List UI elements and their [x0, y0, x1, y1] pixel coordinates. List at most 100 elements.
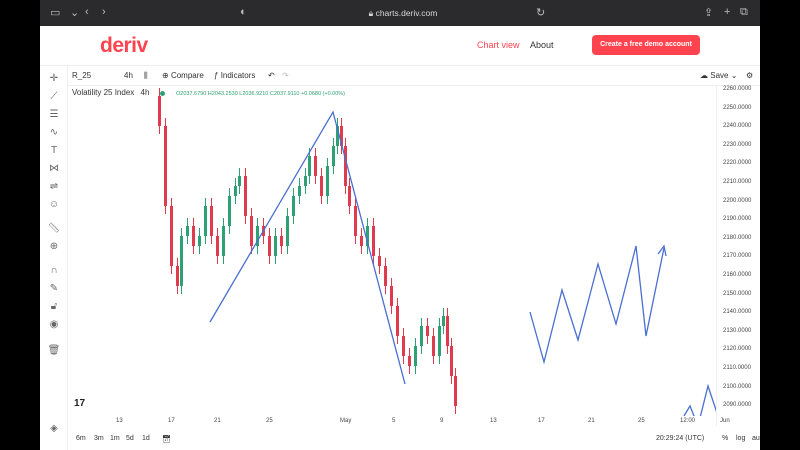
channel-icon[interactable]: ☰: [49, 109, 59, 120]
lock-icon: 🔒︎: [368, 8, 374, 18]
compare-button[interactable]: ⊕ Compare: [162, 71, 204, 80]
candle-body: [442, 316, 445, 326]
price-chart[interactable]: [68, 86, 760, 416]
share-icon[interactable]: ⇪: [704, 7, 714, 19]
emoji-icon[interactable]: ☺: [48, 199, 60, 210]
candle-body: [420, 326, 423, 346]
range-3m[interactable]: 3m: [94, 435, 104, 442]
tradingview-logo[interactable]: 17: [74, 398, 86, 409]
candle-body: [450, 346, 453, 376]
price-tick-label: 2220.0000: [723, 160, 752, 167]
candle-body: [268, 236, 271, 256]
drawing-toolbar: ✛ ⟋ ☰ ∿ T ⋈ ⇌ ☺ 📏︎ ⊕ ∩ ✎ 🔓︎ ◉ 🗑︎ ◈: [40, 66, 68, 450]
nav-chart-view[interactable]: Chart view: [477, 40, 520, 50]
line-icon[interactable]: ⟋: [50, 91, 58, 102]
lock-draw-icon[interactable]: ✎: [49, 283, 59, 294]
reload-icon[interactable]: ↻: [536, 7, 546, 19]
crosshair-icon[interactable]: ✛: [49, 73, 59, 84]
privacy-icon[interactable]: ◐: [240, 6, 247, 18]
price-tick-label: 2110.0000: [723, 365, 751, 371]
candle-body: [228, 196, 231, 226]
candle-body: [292, 196, 295, 216]
save-button[interactable]: ☁ Save ⌄: [700, 71, 738, 80]
price-tick-label: 2130.0000: [723, 327, 752, 334]
time-tick-label: May: [340, 418, 352, 424]
eye-icon[interactable]: ◉: [49, 319, 59, 330]
levels-icon[interactable]: ⇌: [49, 181, 59, 192]
candle-body: [158, 96, 161, 126]
range-5d[interactable]: 5d: [126, 435, 134, 442]
settings-icon[interactable]: ⚙: [746, 71, 754, 80]
layers-icon[interactable]: ◈: [50, 423, 58, 434]
sidebar-icon[interactable]: ▭: [50, 7, 61, 19]
instrument-interval: 4h: [140, 88, 150, 97]
price-tick-label: 2210.0000: [723, 179, 752, 185]
chevron-down-icon[interactable]: ⌄: [70, 7, 80, 19]
create-demo-account-button[interactable]: Create a free demo account: [592, 35, 700, 55]
candle-body: [304, 176, 307, 186]
candle-body: [244, 176, 247, 216]
deriv-logo[interactable]: deriv: [100, 34, 148, 57]
lock-icon[interactable]: 🔓︎: [50, 301, 58, 312]
candle-body: [454, 376, 457, 406]
symbol-selector[interactable]: R_25: [72, 71, 92, 80]
log-toggle[interactable]: log: [736, 435, 746, 442]
time-tick-label: Jun: [720, 418, 730, 424]
candle-body: [332, 146, 335, 166]
time-tick-label: 25: [266, 418, 273, 424]
goto-date-icon[interactable]: 📅︎: [162, 436, 171, 443]
time-tick-label: 25: [638, 418, 645, 424]
arrow-head: [657, 244, 667, 257]
wave-icon[interactable]: ∿: [49, 127, 59, 138]
new-tab-icon[interactable]: +: [724, 6, 731, 18]
candle-body: [186, 226, 189, 236]
clock-time: 20:29:24 (UTC): [656, 435, 705, 442]
price-tick-label: 2230.0000: [723, 141, 752, 148]
time-tick-label: 21: [588, 418, 595, 424]
price-tick-label: 2260.0000: [723, 86, 752, 92]
candle-body: [326, 166, 329, 196]
trash-icon[interactable]: 🗑︎: [47, 345, 61, 356]
forward-icon[interactable]: ›: [102, 6, 106, 18]
undo-icon[interactable]: ↶: [268, 71, 275, 80]
interval-selector[interactable]: 4h: [124, 71, 133, 80]
back-icon[interactable]: ‹: [85, 6, 89, 18]
candle-body: [280, 236, 283, 246]
address-bar[interactable]: 🔒︎ charts.deriv.com: [323, 4, 483, 22]
indicators-button[interactable]: ƒ Indicators: [214, 71, 256, 80]
range-1m[interactable]: 1m: [110, 435, 120, 442]
ruler-icon[interactable]: 📏︎: [47, 223, 61, 234]
url-text: charts.deriv.com: [375, 8, 438, 18]
redo-icon[interactable]: ↷: [282, 71, 289, 80]
candle-body: [446, 316, 449, 346]
candle-body: [176, 266, 179, 286]
candle-body: [354, 206, 357, 236]
text-icon[interactable]: T: [50, 145, 58, 156]
pattern-icon[interactable]: ⋈: [49, 163, 59, 174]
range-6m[interactable]: 6m: [76, 435, 86, 442]
zoom-icon[interactable]: ⊕: [49, 241, 59, 252]
price-tick-label: 2190.0000: [723, 216, 752, 223]
percent-toggle[interactable]: %: [722, 435, 729, 442]
candle-body: [432, 336, 435, 356]
magnet-icon[interactable]: ∩: [50, 265, 58, 276]
candle-body: [344, 146, 347, 186]
candle-body: [238, 176, 241, 186]
range-1d[interactable]: 1d: [142, 435, 150, 442]
auto-toggle[interactable]: auto: [752, 435, 760, 442]
candle-body: [360, 236, 363, 246]
chart-toolbar: R_25 4h ⫼ ⊕ Compare ƒ Indicators ↶ ↷ ☁ S…: [68, 66, 760, 86]
plus-circle-icon: ⊕: [162, 71, 169, 80]
time-tick-label: 13: [116, 418, 123, 424]
candle-body: [414, 346, 417, 366]
time-tick-label: 5: [392, 418, 396, 424]
candle-body: [198, 236, 201, 246]
chart-type-icon[interactable]: ⫼: [144, 71, 148, 80]
price-axis[interactable]: 2260.0000 2250.0000 2240.0000 2230.0000 2220…: [716, 86, 760, 426]
tabs-overview-icon[interactable]: ⧉: [740, 6, 748, 18]
live-dot-icon: [160, 91, 165, 96]
candle-body: [408, 356, 411, 366]
candle-body: [438, 326, 441, 356]
time-axis[interactable]: 13 17 21 25 May 5 9 13 17 21 25 12:00 Jun: [68, 416, 730, 428]
nav-about[interactable]: About: [530, 40, 554, 50]
